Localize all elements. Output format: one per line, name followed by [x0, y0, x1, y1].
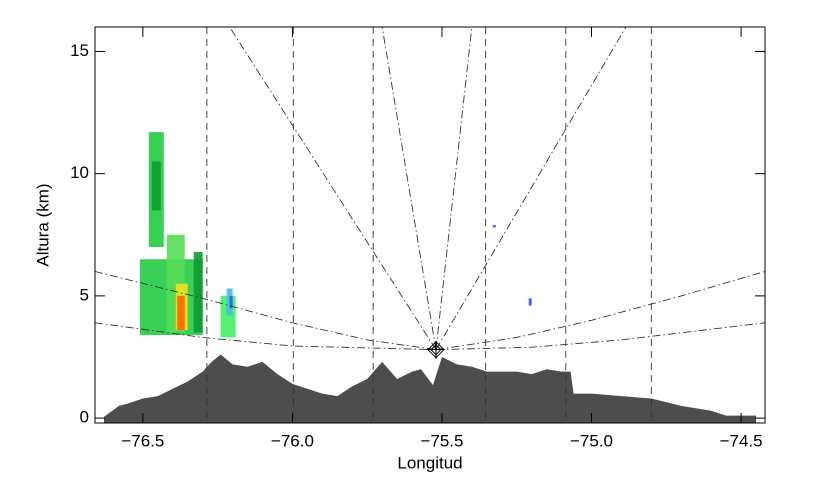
radar-site — [426, 340, 445, 359]
radar-echo — [151, 161, 161, 211]
beam-line — [381, 26, 437, 350]
beam-line — [94, 271, 437, 351]
radar-echo — [492, 225, 496, 228]
radar-echo — [177, 295, 185, 331]
radar-echo — [229, 295, 233, 309]
y-tick-label: 15 — [70, 41, 89, 60]
radar-echo — [528, 298, 532, 306]
x-axis-label: Longitud — [397, 453, 462, 472]
y-tick-label: 0 — [80, 408, 89, 427]
x-tick-label: −76.0 — [271, 431, 314, 450]
y-tick-label: 5 — [80, 285, 89, 304]
y-tick-label: 10 — [70, 163, 89, 182]
beam-line — [435, 322, 766, 351]
x-tick-label: −76.5 — [121, 431, 164, 450]
radar-symbol — [426, 340, 445, 359]
plot-frame — [94, 26, 766, 424]
radar-echo — [193, 251, 203, 333]
beam-line — [435, 26, 473, 350]
beam-line — [435, 26, 627, 350]
terrain-area — [103, 354, 757, 423]
beam-line — [435, 271, 766, 351]
x-tick-label: −74.5 — [720, 431, 763, 450]
beam-line — [94, 322, 436, 351]
y-axis-label: Altura (km) — [33, 183, 52, 266]
x-tick-label: −75.5 — [420, 431, 463, 450]
x-tick-label: −75.0 — [570, 431, 613, 450]
beam-line — [229, 26, 437, 350]
